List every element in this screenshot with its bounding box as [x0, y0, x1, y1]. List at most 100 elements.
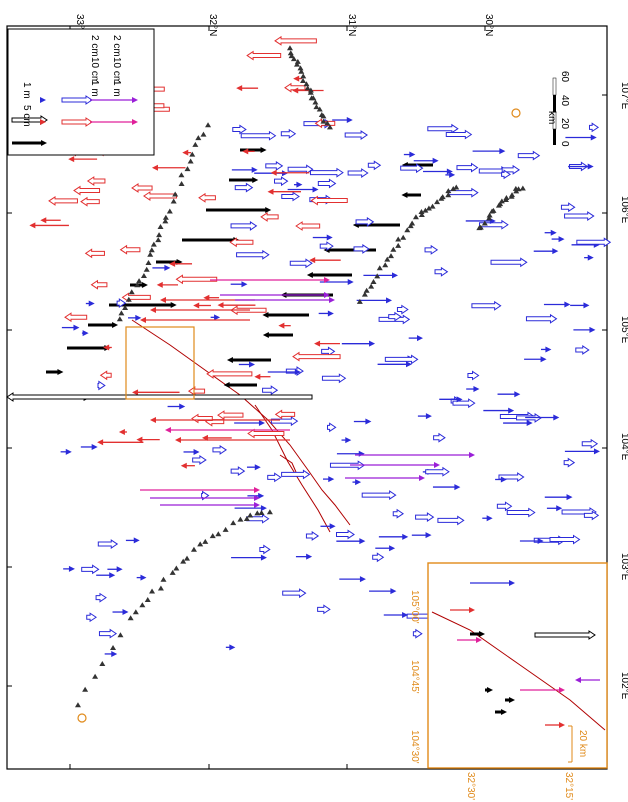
legend-label: 2 cm	[89, 35, 100, 57]
displacement-arrow	[339, 576, 366, 583]
gps-station-icon	[184, 555, 191, 561]
displacement-arrow	[466, 386, 480, 393]
displacement-arrow	[175, 437, 290, 443]
displacement-arrow	[576, 237, 612, 248]
displacement-arrow	[350, 462, 440, 468]
displacement-arrow	[63, 565, 75, 572]
gps-station-icon	[376, 265, 383, 271]
displacement-arrow	[46, 369, 64, 375]
displacement-arrow	[417, 413, 432, 420]
gps-station-icon	[293, 61, 300, 67]
displacement-arrow	[415, 512, 435, 523]
displacement-arrow	[408, 335, 424, 342]
gps-station-icon	[205, 122, 212, 128]
inset-lat-label-3215: 32°15'	[563, 772, 574, 800]
displacement-arrow	[84, 248, 105, 259]
legend-label: 10 cm	[111, 57, 122, 84]
displacement-arrow	[12, 140, 47, 146]
gps-station-icon	[92, 673, 99, 679]
lat-label-32: 32°N	[207, 14, 218, 36]
gps-station-icon	[439, 194, 446, 200]
zoom-area-box	[125, 326, 195, 400]
displacement-arrow	[88, 322, 119, 328]
displacement-arrow	[90, 119, 138, 125]
displacement-arrow	[226, 357, 271, 363]
displacement-arrow	[388, 311, 402, 322]
displacement-arrow	[327, 422, 337, 433]
displacement-arrow	[400, 163, 424, 174]
displacement-arrow	[212, 444, 228, 455]
gps-station-icon	[287, 50, 294, 56]
gps-station-icon	[300, 73, 307, 79]
displacement-arrow	[95, 592, 107, 603]
displacement-arrow	[118, 428, 127, 435]
gps-station-icon	[395, 242, 402, 248]
displacement-arrow	[287, 164, 314, 175]
displacement-arrow	[383, 612, 409, 619]
lon-label-107: 107°E	[619, 82, 628, 110]
gps-station-icon	[303, 81, 310, 87]
displacement-arrow	[61, 324, 80, 331]
gps-station-icon	[150, 241, 157, 247]
displacement-arrow	[565, 134, 597, 141]
gps-station-icon	[247, 512, 254, 518]
displacement-arrow	[73, 185, 101, 196]
displacement-arrow	[573, 326, 596, 333]
displacement-arrow	[85, 300, 95, 307]
displacement-arrow	[501, 169, 511, 180]
gps-station-icon	[395, 236, 402, 242]
scale-bar: km 0 20 40 60	[546, 71, 570, 147]
gps-station-icon	[162, 214, 169, 220]
gps-station-icon	[300, 78, 307, 84]
gps-station-icon	[363, 287, 370, 293]
displacement-arrow	[353, 243, 370, 254]
displacement-arrow	[40, 217, 61, 224]
displacement-arrow	[217, 302, 256, 309]
gps-station-icon	[324, 120, 331, 126]
latitude-labels: 33°N 32°N 31°N 30°N	[74, 14, 494, 36]
gps-station-icon	[294, 58, 301, 64]
gps-station-icon	[361, 291, 368, 297]
displacement-arrow	[234, 505, 267, 512]
inset-lon-label-10430: 104°30'	[409, 730, 420, 764]
displacement-arrow	[575, 677, 600, 683]
displacement-arrow	[280, 128, 297, 139]
gps-station-icon	[418, 212, 425, 218]
gps-station-icon	[297, 65, 304, 71]
displacement-arrow	[107, 566, 123, 573]
displacement-arrow	[584, 254, 594, 261]
gps-station-icon	[127, 615, 134, 621]
displacement-arrow	[425, 466, 450, 477]
displacement-arrow	[81, 564, 100, 575]
displacement-arrow	[68, 156, 98, 163]
displacement-arrow	[99, 370, 112, 381]
lon-label-103: 103°E	[619, 553, 628, 581]
gps-station-icon	[316, 106, 323, 112]
displacement-arrow	[260, 211, 279, 222]
gps-station-icon	[189, 151, 196, 157]
displacement-arrow	[295, 553, 313, 560]
displacement-arrow	[247, 492, 265, 499]
displacement-arrow	[411, 532, 432, 539]
displacement-arrow	[546, 505, 563, 512]
gps-station-icon	[486, 212, 493, 218]
inset-scale-label: 20 km	[577, 730, 588, 757]
displacement-arrow	[281, 469, 311, 480]
displacement-arrow	[310, 195, 348, 206]
gps-station-icon	[374, 273, 381, 279]
displacement-arrow	[506, 507, 536, 518]
displacement-arrow	[86, 612, 97, 623]
displacement-arrow	[445, 129, 473, 140]
gps-station-icon	[197, 541, 204, 547]
displacement-arrow	[575, 345, 590, 355]
gps-station-icon	[117, 632, 124, 638]
displacement-arrow	[345, 475, 425, 481]
gps-station-icon	[266, 509, 273, 515]
gps-station-icon	[190, 546, 197, 552]
displacement-arrow	[206, 368, 253, 379]
displacement-arrow	[321, 373, 347, 384]
scale-unit: km	[546, 111, 557, 124]
gps-station-icon	[237, 516, 244, 522]
displacement-arrow	[136, 574, 147, 581]
displacement-arrow	[367, 160, 382, 171]
